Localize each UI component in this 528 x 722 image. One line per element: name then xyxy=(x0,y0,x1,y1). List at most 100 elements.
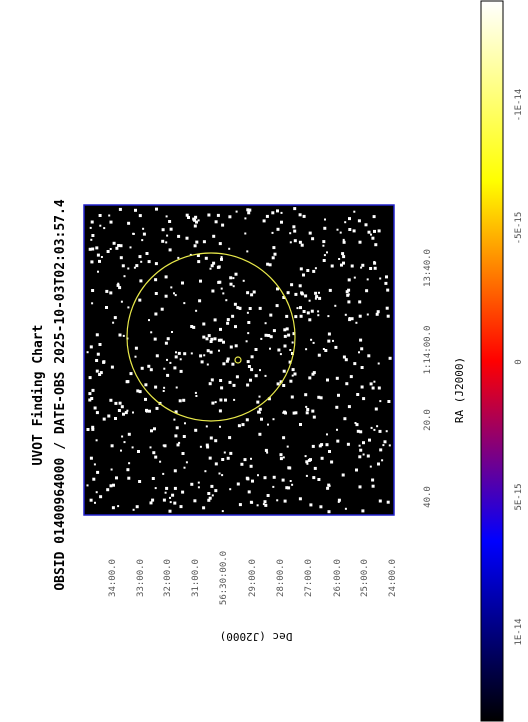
star xyxy=(174,410,178,414)
star xyxy=(173,486,177,490)
star xyxy=(207,334,211,338)
star xyxy=(190,325,194,328)
star xyxy=(247,365,251,368)
star xyxy=(234,344,238,348)
star xyxy=(334,304,337,307)
star xyxy=(362,397,366,401)
star xyxy=(206,363,209,366)
star xyxy=(382,444,385,447)
star xyxy=(358,314,362,318)
star xyxy=(237,424,241,428)
star xyxy=(173,366,177,370)
star xyxy=(89,226,92,229)
star xyxy=(185,461,188,464)
star xyxy=(298,213,302,217)
star xyxy=(164,341,168,345)
title: UVOT Finding Chart xyxy=(31,325,46,466)
star xyxy=(322,240,326,244)
star xyxy=(293,239,297,243)
star xyxy=(119,256,123,260)
star xyxy=(262,219,266,223)
star xyxy=(258,395,261,398)
star xyxy=(95,439,98,442)
star xyxy=(342,255,346,259)
star xyxy=(240,462,244,466)
ra-tick-label: 20.0 xyxy=(423,409,433,431)
star xyxy=(264,333,268,337)
star xyxy=(163,386,166,389)
star xyxy=(305,474,308,477)
star xyxy=(123,441,126,444)
star xyxy=(379,400,382,403)
star xyxy=(336,428,338,431)
star xyxy=(233,398,236,401)
star xyxy=(169,501,172,504)
star xyxy=(235,375,239,379)
star xyxy=(246,250,249,253)
star xyxy=(249,500,253,504)
star xyxy=(242,279,245,282)
star xyxy=(372,215,376,219)
star xyxy=(306,311,310,315)
star xyxy=(134,208,137,212)
star xyxy=(218,409,222,413)
star xyxy=(220,257,223,261)
star xyxy=(148,409,151,413)
star xyxy=(173,469,177,473)
star xyxy=(195,220,198,224)
star xyxy=(346,442,350,446)
star xyxy=(129,246,132,249)
star xyxy=(221,223,225,227)
star xyxy=(90,220,94,224)
star xyxy=(317,310,320,313)
star xyxy=(326,251,328,254)
star xyxy=(150,429,153,433)
star xyxy=(336,228,339,231)
star xyxy=(95,491,98,494)
star xyxy=(166,337,170,341)
star xyxy=(244,232,247,235)
star xyxy=(305,460,309,464)
star xyxy=(279,457,283,461)
star xyxy=(140,260,143,263)
star xyxy=(360,266,363,269)
star xyxy=(366,313,369,316)
star xyxy=(342,355,346,359)
star xyxy=(138,298,142,302)
star xyxy=(385,430,388,433)
star xyxy=(330,264,334,268)
star xyxy=(348,228,352,231)
star xyxy=(312,415,316,419)
star xyxy=(149,368,153,372)
star xyxy=(86,484,89,487)
star xyxy=(314,297,317,300)
star xyxy=(184,422,186,425)
star xyxy=(119,244,123,248)
star xyxy=(373,229,376,233)
star xyxy=(208,496,212,500)
star xyxy=(112,321,115,324)
colorbar-ticks: 1E-14 5E-15 0 -5E-15 -1E-14 xyxy=(514,89,524,646)
star xyxy=(283,499,287,503)
star xyxy=(282,436,286,440)
star xyxy=(308,318,312,322)
star xyxy=(358,455,362,459)
star xyxy=(221,474,224,477)
star xyxy=(327,315,330,318)
star xyxy=(236,306,240,310)
star xyxy=(173,501,177,505)
star xyxy=(236,482,240,486)
star xyxy=(91,425,95,429)
star xyxy=(144,397,147,401)
star xyxy=(377,362,380,365)
star xyxy=(132,232,135,235)
star xyxy=(290,395,294,399)
star xyxy=(93,406,97,410)
star xyxy=(272,475,276,479)
star xyxy=(365,289,369,293)
star xyxy=(226,456,230,460)
star xyxy=(219,327,222,331)
star xyxy=(217,338,221,342)
star xyxy=(137,450,140,453)
star xyxy=(285,486,289,490)
